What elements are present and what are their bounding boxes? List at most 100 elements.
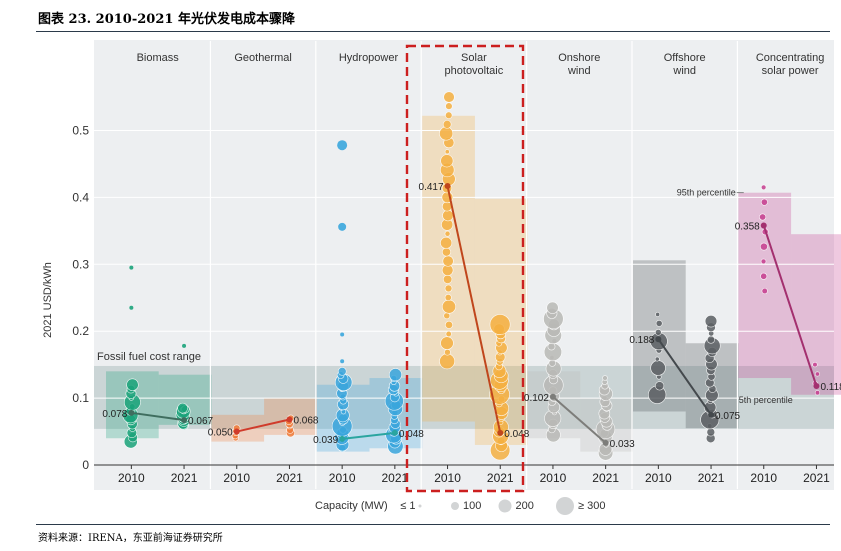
y-tick-label: 0.2 [72,324,89,338]
average-cost-point-2021 [181,417,188,424]
project-point [655,312,661,317]
average-cost-point-2021 [497,429,504,436]
x-tick-label: 2021 [381,471,408,485]
percentile-95-label: 95th percentile [677,188,736,198]
project-point [761,287,768,295]
x-tick-label: 2021 [171,471,198,485]
project-point [759,213,767,221]
project-point [182,343,187,348]
project-point [129,265,134,270]
average-cost-line [552,396,607,444]
average-cost-line [342,431,395,440]
average-cost-point-2021 [708,411,715,418]
x-tick-label: 2010 [118,471,145,485]
capacity-legend-swatch [451,502,459,510]
project-point [440,154,454,168]
x-tick-label: 2021 [592,471,619,485]
technology-label: Hydropower [339,52,399,64]
value-label-2010: 0.358 [735,221,760,232]
project-point [812,362,818,368]
title-rule [36,31,830,32]
project-point [338,222,347,231]
project-point [704,314,718,328]
average-cost-point-2021 [286,416,293,423]
y-tick-label: 0 [82,458,89,472]
project-point [340,359,345,364]
project-point [445,111,453,119]
y-tick-label: 0.3 [72,257,89,271]
x-tick-label: 2021 [803,471,830,485]
project-point [760,242,768,251]
source-rule [36,524,830,525]
project-point [442,255,454,267]
capacity-legend-label: ≤ 1 [400,500,415,512]
y-tick-label: 0.5 [72,124,89,138]
project-point [445,320,454,329]
technology-label: Offshore [664,52,706,64]
project-point [442,209,454,222]
fossil-fuel-range-label: Fossil fuel cost range [97,351,201,363]
average-cost-line [446,185,502,434]
axes-layer: 0 0.1 0.2 0.3 0.4 0.5 2021 USD/kWh 2010 2021 2010… [42,124,834,485]
project-point [337,140,348,151]
project-point [650,360,666,376]
average-cost-point-2010 [655,336,662,343]
project-point [602,375,608,381]
value-label-2021: 0.048 [504,429,529,440]
project-point [655,319,663,327]
cost-range-band [791,234,841,395]
capacity-legend-title: Capacity (MW) [315,500,388,512]
label-layer: Fossil fuel cost range Biomass 0.078 0.067 G… [97,52,841,450]
x-tick-label: 2010 [434,471,461,485]
project-point [443,274,453,284]
technology-label: wind [567,65,591,77]
value-label-2021: 0.067 [188,416,213,427]
value-label-2021: 0.048 [399,429,424,440]
project-point [441,299,456,314]
average-cost-line [657,338,712,416]
percentile-5-label: 5th percentile [739,395,793,405]
capacity-legend-swatch [418,504,422,508]
project-point [654,356,660,362]
figure-title: 图表 23. 2010-2021 年光伏发电成本骤降 [38,12,295,27]
project-point [129,305,134,310]
capacity-legend-label: 100 [463,500,481,512]
value-label-2010: 0.078 [102,409,127,420]
x-tick-label: 2010 [329,471,356,485]
technology-label: solar power [762,65,819,77]
project-point [706,427,716,437]
project-point [814,371,820,377]
source-note: 资料来源：IRENA，东亚前海证券研究所 [38,533,223,544]
capacity-legend: Capacity (MW) ≤ 1 100 200 ≥ 300 [315,497,605,515]
lcoe-chart: Fossil fuel cost range Biomass 0.078 0.067 G… [42,40,841,515]
project-point [441,247,451,257]
value-label-2021: 0.068 [293,416,318,427]
y-tick-label: 0.4 [72,190,89,204]
value-label-2010: 0.050 [208,428,233,439]
project-point [706,335,715,344]
project-point [546,301,559,314]
technology-label: wind [672,65,696,77]
y-tick-label: 0.1 [72,391,89,405]
project-point [440,336,454,350]
x-tick-label: 2021 [487,471,514,485]
project-point [444,294,452,302]
x-tick-label: 2010 [645,471,672,485]
project-point [814,390,821,396]
technology-label: Biomass [137,52,180,64]
x-tick-label: 2010 [223,471,250,485]
project-point-layer [122,91,821,461]
capacity-legend-swatch [498,499,512,513]
project-point [445,330,452,338]
technology-label: photovoltaic [445,65,504,77]
capacity-legend-swatch [556,497,574,515]
project-point [442,120,452,129]
technology-label: Solar [461,52,487,64]
project-point [388,368,402,382]
project-point [445,102,453,110]
project-point [444,149,450,155]
y-axis-label: 2021 USD/kWh [42,262,54,338]
project-point [489,314,511,335]
project-point [440,236,453,249]
project-point [340,332,345,337]
